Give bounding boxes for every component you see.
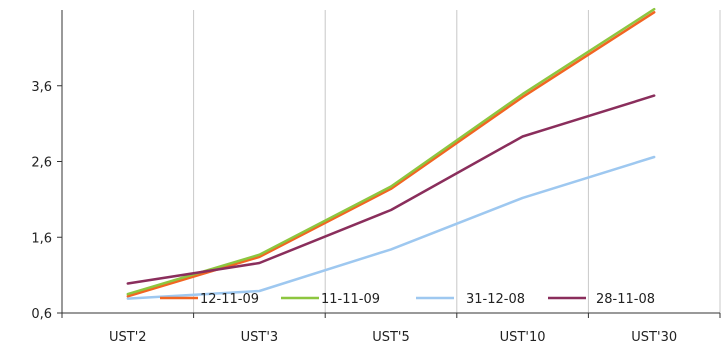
y-tick-label: 0,6 (31, 307, 52, 322)
legend-label: 12-11-09 (200, 292, 259, 307)
legend-item: 31-12-08 (416, 292, 525, 307)
y-tick-label: 1,6 (31, 231, 52, 246)
legend-item: 12-11-09 (160, 292, 259, 307)
y-tick-label: 2,6 (31, 156, 52, 171)
y-tick-label: 3,6 (31, 80, 52, 95)
legend-item: 28-11-08 (548, 292, 655, 307)
series-line-31-12-08 (126, 155, 656, 300)
legend-label: 31-12-08 (466, 292, 525, 307)
legend-label: 28-11-08 (596, 292, 655, 307)
x-tick-label: UST'10 (500, 330, 546, 345)
x-tick-label: UST'30 (631, 330, 677, 345)
series-line-12-11-09 (126, 11, 656, 298)
x-tick-label: UST'5 (372, 330, 410, 345)
series-line-28-11-08 (126, 94, 656, 285)
series-line-11-11-09 (126, 7, 656, 296)
legend-label: 11-11-09 (321, 292, 380, 307)
legend-item: 11-11-09 (281, 292, 380, 307)
x-tick-label: UST'3 (241, 330, 279, 345)
x-tick-label: UST'2 (109, 330, 147, 345)
